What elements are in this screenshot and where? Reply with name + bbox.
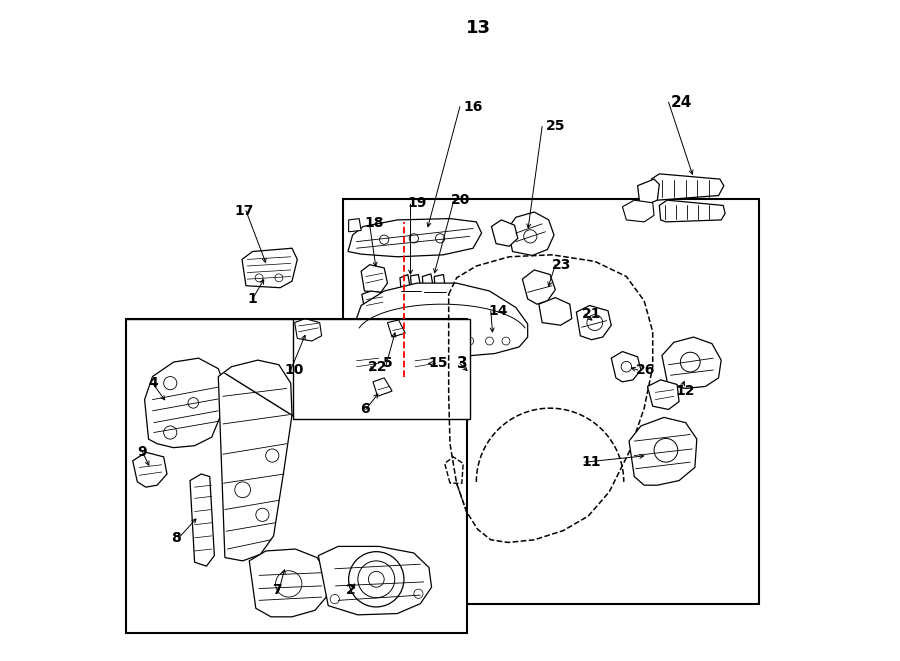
Polygon shape — [190, 474, 214, 566]
Text: 4: 4 — [148, 376, 158, 390]
Polygon shape — [629, 417, 697, 485]
Circle shape — [256, 508, 269, 522]
Text: 22: 22 — [368, 360, 387, 373]
Circle shape — [417, 368, 424, 375]
Polygon shape — [539, 297, 572, 325]
Circle shape — [680, 352, 700, 372]
Polygon shape — [508, 212, 554, 255]
Circle shape — [436, 234, 445, 243]
Text: 12: 12 — [675, 384, 695, 398]
Text: 9: 9 — [138, 446, 147, 459]
Text: 21: 21 — [581, 307, 601, 321]
Text: 17: 17 — [234, 204, 254, 217]
Text: 18: 18 — [364, 216, 384, 230]
Bar — [126, 319, 467, 633]
Text: 16: 16 — [464, 100, 482, 114]
Circle shape — [410, 234, 418, 243]
Polygon shape — [294, 319, 321, 341]
Polygon shape — [362, 291, 387, 314]
Circle shape — [368, 571, 384, 587]
Text: 2: 2 — [346, 584, 356, 598]
Circle shape — [373, 337, 380, 345]
Text: 19: 19 — [407, 196, 427, 210]
Polygon shape — [491, 220, 518, 247]
Circle shape — [427, 368, 434, 375]
Circle shape — [188, 398, 199, 408]
Polygon shape — [576, 305, 611, 340]
Polygon shape — [422, 274, 434, 294]
Polygon shape — [353, 350, 382, 377]
Polygon shape — [361, 264, 388, 292]
Polygon shape — [242, 249, 297, 288]
Polygon shape — [388, 320, 405, 337]
Polygon shape — [434, 274, 446, 294]
Polygon shape — [355, 283, 527, 357]
Circle shape — [371, 368, 377, 375]
Circle shape — [235, 482, 250, 498]
Polygon shape — [652, 174, 724, 200]
Text: 23: 23 — [552, 258, 572, 272]
Text: 14: 14 — [488, 304, 508, 318]
Circle shape — [330, 594, 339, 603]
Circle shape — [587, 315, 603, 330]
Text: 20: 20 — [451, 193, 471, 207]
Polygon shape — [348, 219, 361, 232]
Polygon shape — [348, 219, 482, 256]
Polygon shape — [660, 200, 725, 222]
Circle shape — [274, 274, 283, 282]
Polygon shape — [647, 380, 680, 409]
Circle shape — [275, 570, 302, 597]
Circle shape — [621, 362, 632, 372]
Text: 8: 8 — [171, 531, 181, 545]
Circle shape — [502, 337, 510, 345]
Circle shape — [466, 337, 473, 345]
Circle shape — [266, 449, 279, 462]
Polygon shape — [373, 378, 392, 397]
Circle shape — [348, 552, 404, 607]
Circle shape — [256, 274, 263, 282]
Circle shape — [361, 368, 368, 375]
Text: 15: 15 — [429, 356, 448, 370]
Polygon shape — [145, 358, 225, 447]
Polygon shape — [132, 452, 167, 487]
Text: 24: 24 — [670, 95, 692, 110]
Text: 3: 3 — [456, 356, 467, 371]
Text: 1: 1 — [248, 292, 257, 306]
Polygon shape — [662, 337, 721, 389]
Text: 10: 10 — [284, 363, 303, 377]
Polygon shape — [611, 352, 641, 382]
Polygon shape — [219, 360, 292, 561]
Circle shape — [380, 235, 389, 245]
Circle shape — [445, 337, 453, 345]
Polygon shape — [623, 200, 654, 222]
Polygon shape — [319, 547, 432, 615]
Text: 7: 7 — [273, 584, 282, 598]
Circle shape — [407, 337, 415, 345]
Circle shape — [164, 377, 176, 390]
Bar — [293, 319, 470, 419]
Circle shape — [164, 426, 176, 439]
Text: 11: 11 — [581, 455, 601, 469]
Circle shape — [485, 337, 493, 345]
Text: 5: 5 — [382, 356, 392, 370]
Polygon shape — [410, 350, 439, 377]
Polygon shape — [637, 179, 660, 204]
Circle shape — [414, 589, 423, 598]
Circle shape — [654, 438, 678, 462]
Polygon shape — [410, 274, 421, 292]
Circle shape — [425, 337, 433, 345]
Text: 6: 6 — [360, 403, 369, 416]
Circle shape — [358, 561, 395, 598]
Circle shape — [390, 337, 398, 345]
Polygon shape — [522, 270, 555, 304]
Bar — [344, 199, 760, 603]
Polygon shape — [249, 549, 328, 617]
Polygon shape — [400, 274, 410, 292]
Text: 25: 25 — [545, 120, 565, 134]
Text: 26: 26 — [635, 363, 655, 377]
Circle shape — [524, 230, 537, 243]
Text: 13: 13 — [466, 19, 490, 37]
